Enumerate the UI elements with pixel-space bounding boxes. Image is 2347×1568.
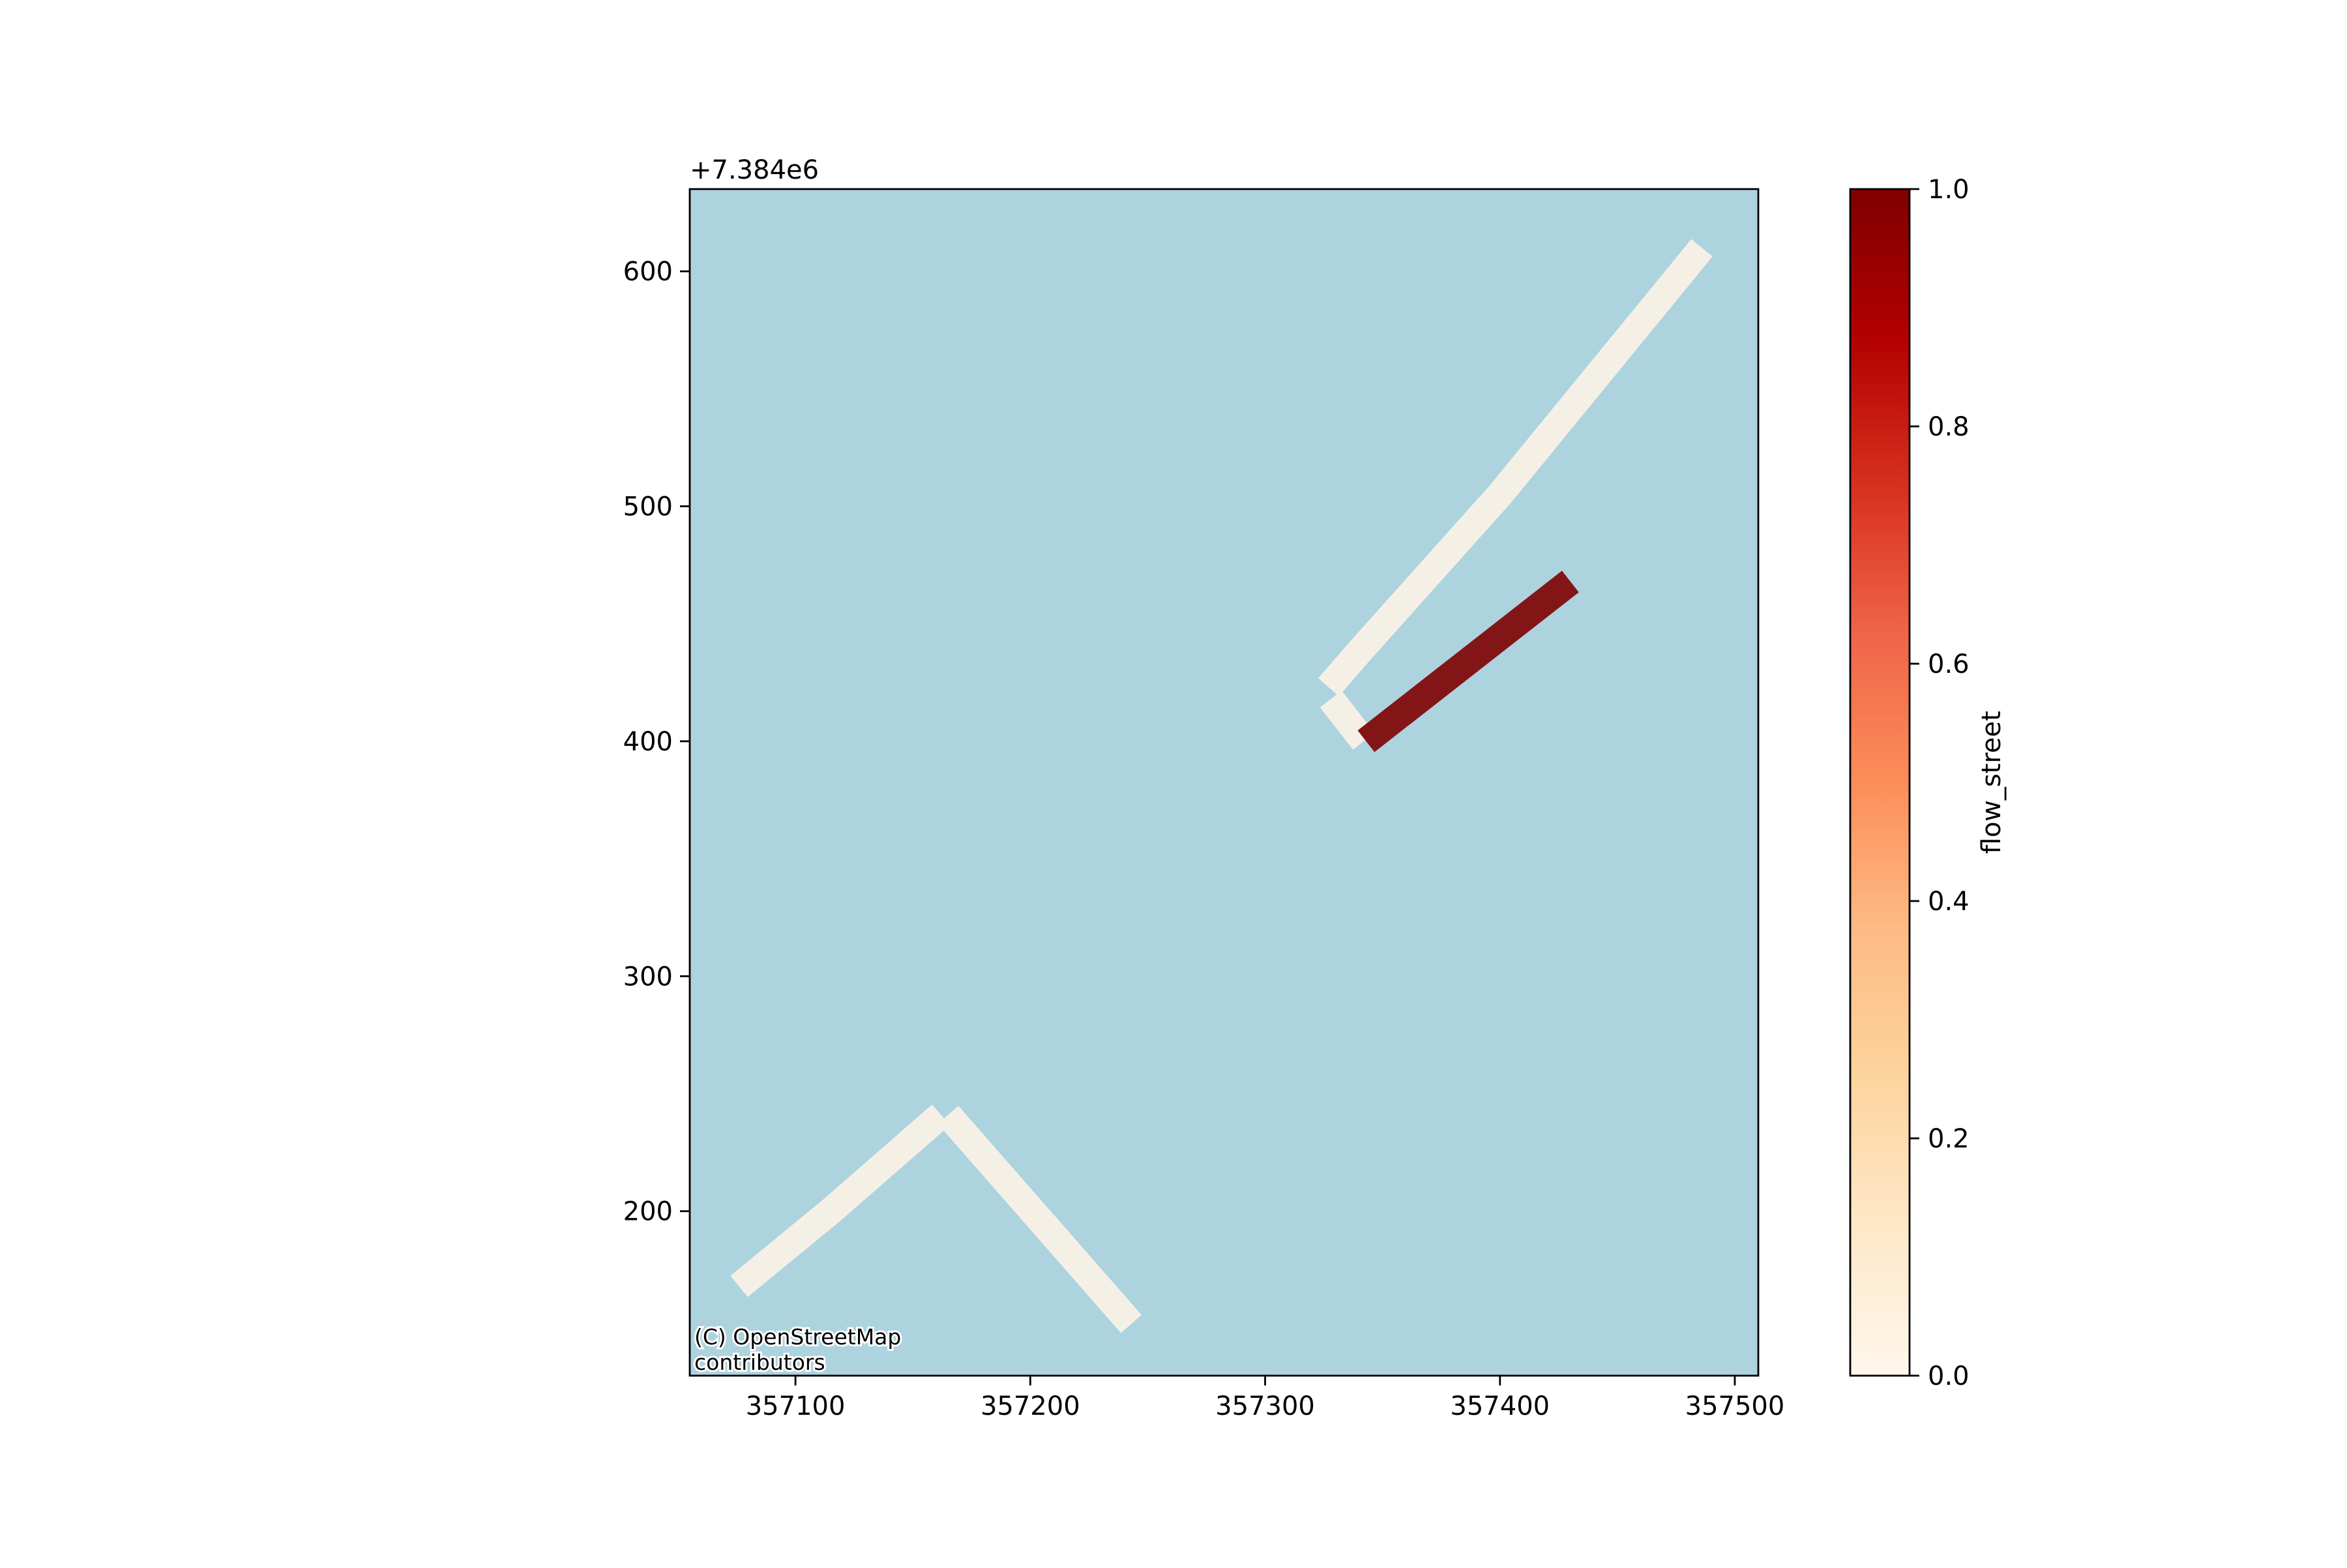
y-tick-label: 200: [623, 1197, 673, 1227]
colorbar-axis: 0.0 0.2 0.4 0.6 0.8 1.0: [1910, 175, 1970, 1391]
street-segment-2: [1318, 239, 1713, 696]
y-axis: 200 300 400 500 600: [623, 257, 690, 1227]
plot-frame: [688, 188, 1760, 1377]
attribution-line-1: (C) OpenStreetMap: [694, 1324, 901, 1350]
colorbar-tick-label: 0.6: [1928, 649, 1970, 679]
colorbar-label: flow_street: [1977, 711, 2007, 853]
x-axis: 357100 357200 357300 357400 357500: [746, 1376, 1785, 1421]
attribution-line-2: contributors: [694, 1350, 825, 1375]
street-segment-4: [1357, 570, 1579, 752]
y-tick-label: 600: [623, 257, 673, 287]
colorbar-tick-label: 0.8: [1928, 412, 1970, 442]
colorbar-tick-label: 1.0: [1928, 175, 1970, 205]
colorbar-tick-label: 0.0: [1928, 1361, 1970, 1391]
street-layer: [730, 239, 1713, 1333]
x-tick-label: 357500: [1685, 1391, 1785, 1421]
colorbar: [1849, 188, 1911, 1377]
colorbar-tick-label: 0.4: [1928, 887, 1970, 917]
x-tick-label: 357200: [981, 1391, 1080, 1421]
y-tick-label: 400: [623, 727, 673, 757]
street-segment-1: [937, 1106, 1142, 1333]
x-tick-label: 357400: [1450, 1391, 1550, 1421]
y-tick-label: 300: [623, 962, 673, 992]
street-segment-3: [1320, 690, 1375, 750]
y-offset-label: +7.384e6: [690, 155, 819, 185]
x-tick-label: 357300: [1215, 1391, 1315, 1421]
x-tick-label: 357100: [746, 1391, 846, 1421]
colorbar-tick-label: 0.2: [1928, 1124, 1970, 1154]
y-tick-label: 500: [623, 492, 673, 522]
street-segment-0: [730, 1104, 951, 1297]
